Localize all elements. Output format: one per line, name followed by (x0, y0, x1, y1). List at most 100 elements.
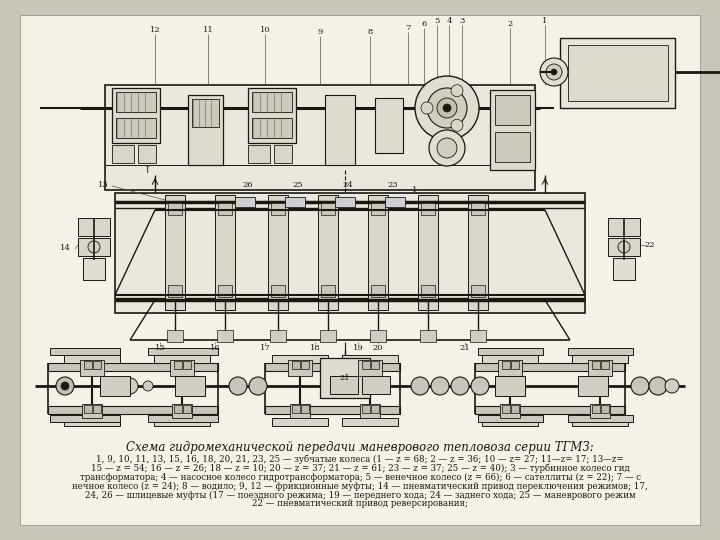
Bar (272, 355, 328, 363)
Bar (116, 118, 156, 138)
Bar (371, 203, 385, 215)
Bar (362, 361, 370, 369)
Text: 14: 14 (60, 244, 71, 252)
Text: 10: 10 (260, 26, 270, 34)
Bar (168, 203, 182, 215)
Text: 12: 12 (150, 26, 161, 34)
Bar (371, 285, 385, 297)
Bar (48, 406, 218, 414)
Bar (48, 363, 218, 371)
Text: 24: 24 (343, 181, 354, 189)
Circle shape (631, 377, 649, 395)
Text: 7: 7 (405, 24, 410, 32)
Bar (321, 285, 335, 297)
Bar (174, 361, 182, 369)
Bar (175, 376, 205, 396)
Circle shape (415, 76, 479, 140)
Text: 22: 22 (644, 241, 655, 249)
Bar (80, 360, 104, 376)
Bar (78, 238, 110, 256)
Bar (560, 38, 675, 108)
Bar (608, 238, 640, 256)
Text: 11: 11 (202, 26, 213, 34)
Bar (301, 405, 309, 413)
Bar (183, 405, 191, 413)
Bar (368, 195, 388, 310)
Bar (568, 415, 633, 422)
Text: 15 — z = 54; 16 — z = 26; 18 — z = 10; 20 — z = 37; 21 — z = 61; 23 — z = 37; 25: 15 — z = 54; 16 — z = 26; 18 — z = 10; 2… (91, 463, 629, 472)
Bar (165, 195, 185, 310)
Bar (471, 203, 485, 215)
Bar (608, 218, 640, 236)
Circle shape (551, 69, 557, 75)
Text: 26: 26 (243, 181, 253, 189)
Bar (342, 418, 398, 426)
Bar (358, 360, 382, 376)
Bar (421, 285, 435, 297)
Bar (325, 95, 355, 165)
Text: 24, 26 — шлицевые муфты (17 — поездного режима; 19 — переднего хода; 24 — заднег: 24, 26 — шлицевые муфты (17 — поездного … (85, 490, 635, 500)
Bar (495, 376, 525, 396)
Bar (274, 145, 292, 163)
Bar (148, 348, 218, 355)
Bar (148, 415, 218, 422)
Bar (592, 361, 600, 369)
Bar (502, 361, 510, 369)
Text: трансформатора; 4 — насосное колесо гидротрансформатора; 5 — венечное колесо (z : трансформатора; 4 — насосное колесо гидр… (79, 472, 641, 482)
Circle shape (451, 119, 463, 131)
Text: 17: 17 (260, 344, 271, 352)
Bar (482, 418, 538, 426)
Bar (482, 355, 538, 363)
Text: 1: 1 (413, 186, 418, 194)
Text: 9: 9 (318, 28, 323, 36)
Bar (511, 405, 519, 413)
Text: 1, 9, 10, 11, 13, 15, 16, 18, 20, 21, 23, 25 — зубчатые колеса (1 — z = 68; 2 — : 1, 9, 10, 11, 13, 15, 16, 18, 20, 21, 23… (96, 454, 624, 464)
Bar (502, 405, 510, 413)
Bar (478, 348, 543, 355)
Bar (112, 145, 134, 163)
Bar (78, 218, 110, 236)
Bar (271, 285, 285, 297)
Bar (285, 197, 305, 207)
Text: 15: 15 (155, 344, 166, 352)
Bar (362, 376, 390, 394)
Bar (115, 193, 585, 313)
Circle shape (427, 88, 467, 128)
Bar (265, 406, 400, 414)
Bar (248, 88, 296, 143)
Bar (500, 404, 520, 418)
Bar (590, 404, 610, 418)
Text: 6: 6 (421, 20, 427, 28)
Bar (265, 363, 400, 371)
Circle shape (61, 382, 69, 390)
Circle shape (421, 102, 433, 114)
Circle shape (88, 241, 100, 253)
Bar (475, 406, 625, 414)
Bar (495, 132, 530, 162)
Text: 16: 16 (210, 344, 220, 352)
Bar (93, 361, 101, 369)
Bar (420, 330, 436, 342)
Text: 22 — пневматический привод реверсирования;: 22 — пневматический привод реверсировани… (252, 500, 468, 509)
Text: 2: 2 (508, 20, 513, 28)
Bar (375, 98, 403, 153)
Bar (470, 330, 486, 342)
Bar (362, 405, 370, 413)
Bar (215, 195, 235, 310)
Bar (288, 360, 312, 376)
Bar (471, 285, 485, 297)
Text: 21: 21 (340, 374, 351, 382)
Bar (84, 361, 92, 369)
Bar (371, 361, 379, 369)
Text: 8: 8 (367, 28, 373, 36)
Text: 18: 18 (310, 344, 320, 352)
Bar (183, 361, 191, 369)
Bar (320, 358, 370, 398)
Bar (385, 197, 405, 207)
Bar (342, 355, 398, 363)
Bar (218, 203, 232, 215)
Bar (82, 404, 102, 418)
Bar (272, 418, 328, 426)
Bar (218, 285, 232, 297)
Text: 23: 23 (387, 181, 398, 189)
